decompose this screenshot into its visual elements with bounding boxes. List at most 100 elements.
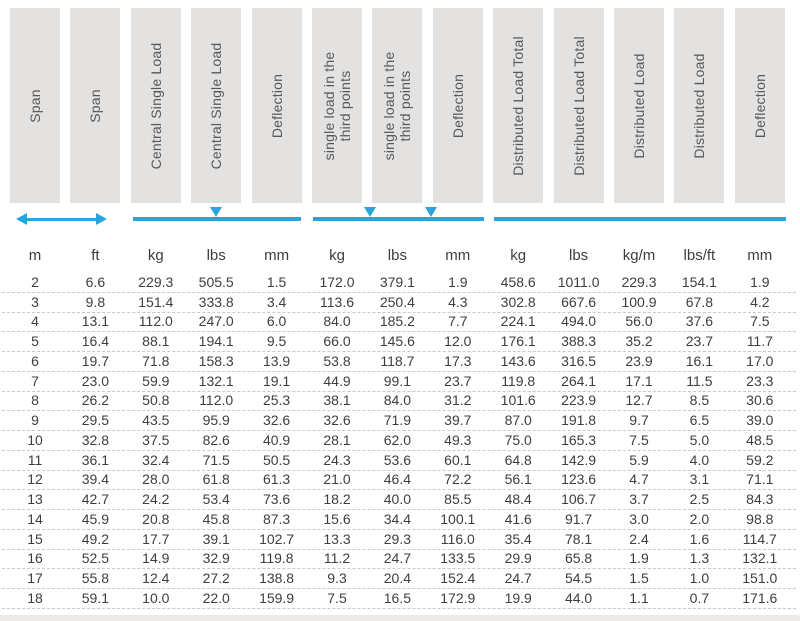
table-cell: 0.7: [689, 589, 710, 606]
table-cell: 17.3: [444, 352, 472, 369]
table-cell: 13.3: [323, 530, 351, 547]
table-cell: 3.7: [629, 491, 649, 508]
table-cell: 22.0: [202, 589, 230, 606]
table-cell: 84.0: [323, 313, 351, 330]
table-cell: 5.0: [689, 431, 710, 448]
table-row: 11 36.1 32.4 71.5 50.5 24.3 53.6 60.1 64.8 142.9 5…: [2, 450, 796, 471]
table-cell: 3.0: [629, 510, 649, 527]
down-arrow-icon: [425, 207, 437, 217]
table-row: 12 39.4 28.0 61.8 61.3 21.0 46.4 72.2 56.1 123.6 4…: [2, 470, 796, 491]
table-cell: 60.1: [444, 451, 472, 468]
beam-line: [494, 217, 786, 221]
table-cell: 229.3: [621, 273, 657, 290]
span-arrow-shaft: [26, 218, 96, 221]
table-cell: 36.1: [81, 451, 110, 468]
table-cell: 223.9: [561, 392, 597, 409]
table-cell: 41.6: [504, 510, 532, 527]
table-cell: 14: [27, 510, 43, 527]
table-cell: 32.6: [262, 412, 291, 429]
table-cell: 13: [27, 491, 43, 508]
table-cell: 50.8: [142, 392, 170, 409]
table-cell: 12.4: [142, 570, 170, 587]
table-cell: 18: [27, 589, 43, 606]
table-cell: 100.1: [440, 510, 476, 527]
table-cell: 95.9: [202, 412, 230, 429]
arrow-right-icon: [96, 213, 107, 225]
table-cell: 667.6: [561, 293, 597, 310]
down-arrow-icon: [210, 207, 222, 217]
table-cell: 116.0: [440, 530, 475, 547]
table-cell: 1.9: [448, 273, 468, 290]
table-cell: 13.9: [262, 352, 291, 369]
table-cell: 102.7: [259, 530, 295, 547]
table-cell: 45.8: [202, 510, 230, 527]
table-row: 7 23.0 59.9 132.1 19.1 44.9 99.1 23.7 119.8 264.1…: [2, 371, 796, 392]
table-cell: 12: [27, 471, 43, 488]
column-header-label: Distributed Load Total: [570, 35, 587, 176]
table-cell: 44.9: [323, 372, 351, 389]
table-cell: 165.3: [561, 431, 597, 448]
table-row: 3 9.8 151.4 333.8 3.4 113.6 250.4 4.3 302.8 667.6…: [2, 292, 796, 313]
table-cell: 23.3: [746, 372, 774, 389]
table-cell: 84.3: [746, 491, 774, 508]
column-header-3: Central Single Load: [130, 8, 181, 203]
unit-cell-6: kg: [329, 247, 345, 264]
table-cell: 71.8: [142, 352, 170, 369]
table-cell: 176.1: [500, 333, 536, 350]
table-cell: 151.4: [138, 293, 174, 310]
table-cell: 151.0: [742, 570, 778, 587]
table-cell: 21.0: [323, 471, 351, 488]
table-cell: 66.0: [323, 333, 351, 350]
column-header-2: Span: [70, 8, 121, 203]
table-cell: 8: [31, 392, 39, 409]
table-cell: 34.4: [383, 510, 412, 527]
column-header-1: Span: [10, 8, 60, 203]
column-header-13: Deflection: [734, 8, 785, 203]
table-cell: 143.6: [500, 352, 536, 369]
table-cell: 4.0: [689, 451, 710, 468]
table-cell: 4.7: [629, 471, 649, 488]
table-cell: 38.1: [323, 392, 351, 409]
table-cell: 113.6: [320, 293, 354, 310]
table-cell: 43.5: [142, 412, 170, 429]
table-cell: 191.8: [561, 412, 597, 429]
table-row: 5 16.4 88.1 194.1 9.5 66.0 145.6 12.0 176.1 388.3…: [2, 331, 796, 352]
table-cell: 87.0: [504, 412, 532, 429]
column-header-label: Distributed Load: [630, 52, 647, 159]
table-cell: 229.3: [138, 273, 174, 290]
table-cell: 172.0: [319, 273, 355, 290]
table-cell: 11: [27, 451, 43, 468]
unit-cell-13: mm: [747, 247, 773, 264]
table-row: 16 52.5 14.9 32.9 119.8 11.2 24.7 133.5 29.9 65.8…: [2, 549, 796, 570]
column-header-label: Span: [87, 88, 104, 123]
table-cell: 1.9: [750, 273, 770, 290]
table-cell: 59.1: [81, 589, 110, 606]
table-row: 13 42.7 24.2 53.4 73.6 18.2 40.0 85.5 48.4 106.7 3…: [2, 489, 796, 510]
column-header-5: Deflection: [251, 8, 302, 203]
table-cell: 71.9: [383, 412, 412, 429]
table-cell: 1.5: [266, 273, 287, 290]
table-cell: 24.2: [142, 491, 170, 508]
table-cell: 40.0: [383, 491, 412, 508]
table-cell: 61.3: [262, 471, 291, 488]
table-cell: 29.3: [383, 530, 412, 547]
table-cell: 55.8: [81, 570, 110, 587]
table-cell: 19.7: [81, 352, 110, 369]
table-cell: 6.0: [266, 313, 287, 330]
table-cell: 15.6: [323, 510, 351, 527]
table-cell: 61.8: [202, 471, 230, 488]
column-header-10: Distributed Load Total: [553, 8, 604, 203]
table-cell: 32.8: [81, 431, 110, 448]
table-cell: 247.0: [198, 313, 234, 330]
table-cell: 152.4: [440, 570, 476, 587]
table-cell: 2.5: [689, 491, 710, 508]
column-header-label: Span: [26, 88, 43, 123]
table-cell: 118.7: [380, 352, 415, 369]
table-cell: 78.1: [564, 530, 593, 547]
table-cell: 23.9: [625, 352, 653, 369]
unit-cell-9: kg: [510, 247, 527, 264]
table-cell: 10: [27, 431, 43, 448]
table-cell: 87.3: [262, 510, 291, 527]
table-cell: 1.9: [629, 550, 649, 567]
table-cell: 44.0: [564, 589, 593, 606]
